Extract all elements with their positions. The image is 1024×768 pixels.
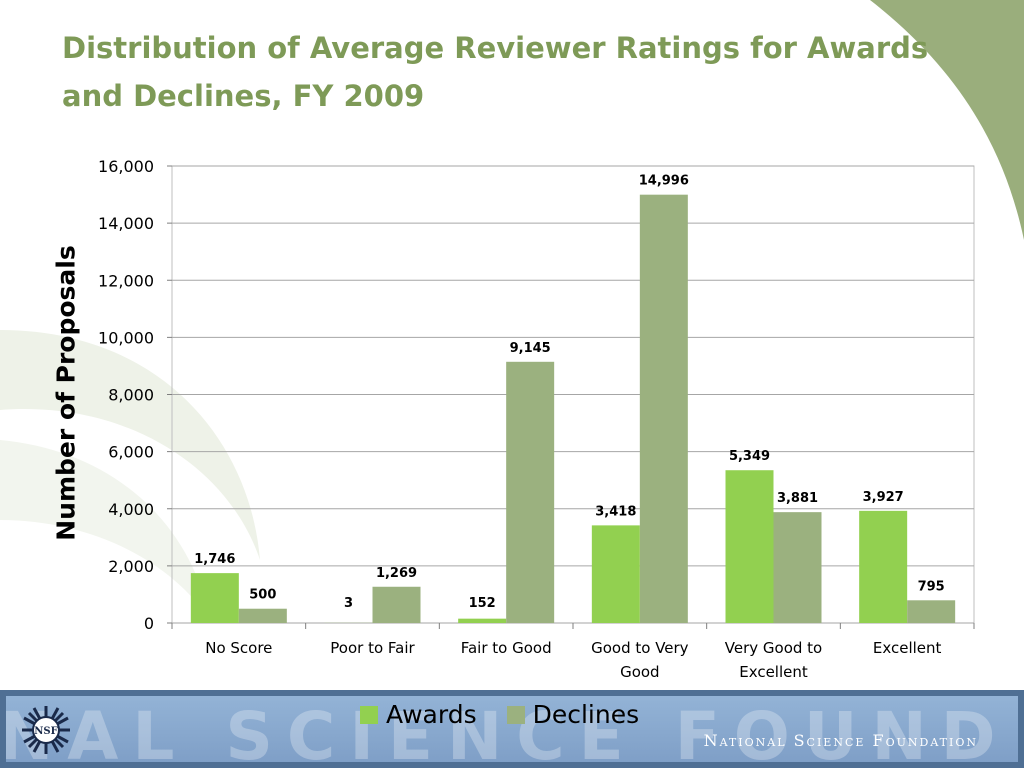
bar-declines: [372, 586, 421, 623]
data-label-awards: 1,746: [194, 552, 235, 567]
legend-label-declines: Declines: [532, 700, 640, 729]
legend-item-declines: Declines: [506, 700, 640, 729]
footer-watermark: NAL SCIENCE FOUND: [6, 698, 1010, 762]
y-tick-label: 14,000: [98, 214, 154, 233]
y-tick-label: 2,000: [108, 557, 154, 576]
data-label-awards: 3,418: [595, 504, 636, 519]
y-tick-label: 6,000: [108, 443, 154, 462]
x-tick-label: Fair to Good: [461, 639, 552, 657]
y-tick-label: 10,000: [98, 328, 154, 347]
nsf-logo-icon: NSF: [22, 706, 70, 754]
data-label-awards: 3,927: [863, 490, 904, 505]
data-label-declines: 3,881: [777, 491, 818, 506]
data-label-declines: 14,996: [639, 174, 689, 189]
bar-declines: [907, 600, 956, 623]
data-label-awards: 3: [344, 596, 353, 611]
y-tick-label: 12,000: [98, 271, 154, 290]
data-label-awards: 152: [469, 596, 496, 611]
legend-swatch-awards: [360, 705, 378, 724]
legend-swatch-declines: [506, 705, 525, 724]
data-label-awards: 5,349: [729, 449, 770, 464]
y-tick-label: 16,000: [98, 157, 154, 176]
footer-org-name: National Science Foundation: [703, 731, 978, 750]
x-tick-label: No Score: [205, 639, 272, 657]
y-tick-label: 8,000: [108, 386, 154, 405]
bar-declines: [773, 512, 822, 623]
bar-chart: 0 2,000 4,000 6,000 8,000 10,000 12,000 14,000 1…: [98, 157, 975, 681]
bar-declines: [506, 361, 555, 623]
y-tick-label: 4,000: [108, 500, 154, 519]
bar-awards: [458, 618, 507, 623]
x-tick-label: Very Good to: [725, 639, 822, 657]
bar-declines: [238, 608, 287, 623]
data-label-declines: 500: [249, 588, 276, 603]
logo-text: NSF: [34, 726, 57, 737]
x-tick-label: Poor to Fair: [330, 639, 415, 657]
bar-declines: [639, 194, 688, 623]
x-tick-label: Excellent: [739, 663, 808, 681]
x-tick-label: Excellent: [873, 639, 942, 657]
chart-legend: Awards Declines: [360, 700, 669, 729]
legend-label-awards: Awards: [386, 700, 477, 729]
data-label-declines: 9,145: [510, 341, 551, 356]
legend-item-awards: Awards: [360, 700, 477, 729]
x-tick-label: Good to Very: [591, 639, 689, 657]
slide-title: Distribution of Average Reviewer Ratings…: [62, 31, 929, 113]
bar-awards: [725, 470, 774, 623]
x-tick-label: Good: [620, 663, 660, 681]
data-label-declines: 1,269: [376, 566, 417, 581]
bar-awards: [190, 573, 239, 623]
y-tick-label: 0: [144, 614, 154, 633]
bar-awards: [591, 525, 640, 623]
data-label-declines: 795: [918, 579, 945, 594]
bar-awards: [859, 510, 908, 623]
